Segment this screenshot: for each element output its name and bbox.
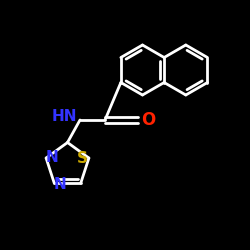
Text: O: O [141,111,156,129]
Text: N: N [54,177,66,192]
Text: N: N [45,150,58,164]
Text: S: S [77,150,88,166]
Text: HN: HN [52,109,77,124]
